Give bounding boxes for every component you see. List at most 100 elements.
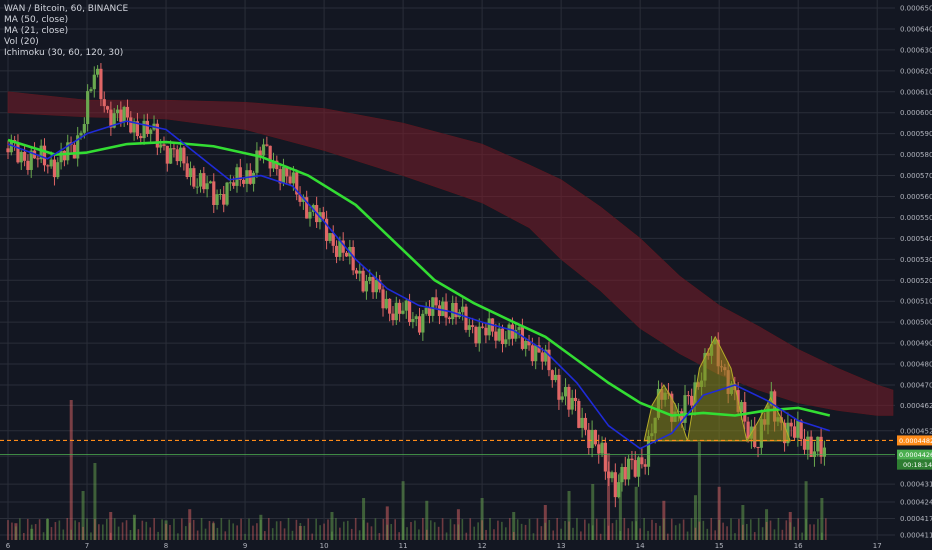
volume-bar (109, 512, 113, 540)
volume-bar (820, 498, 824, 540)
volume-bar (23, 532, 25, 540)
candle-body (371, 276, 375, 293)
volume-bar (283, 528, 286, 540)
candle-body (792, 426, 797, 438)
volume-bar (662, 500, 666, 540)
volume-bar (461, 519, 464, 540)
candle-body (99, 68, 103, 100)
volume-bar (706, 528, 709, 540)
volume-bar (552, 530, 555, 540)
candle-body (610, 472, 614, 479)
volume-bar (362, 498, 366, 540)
volume-bar (722, 522, 724, 540)
candle-body (593, 429, 598, 445)
candle-body (534, 345, 538, 362)
candle-body (388, 298, 392, 314)
legend-vol: Vol (20) (4, 37, 39, 47)
candle-body (222, 194, 226, 205)
volume-bar (532, 533, 535, 540)
candle-body (398, 302, 402, 314)
volume-bar (618, 472, 622, 540)
candle-body (16, 142, 20, 163)
volume-bar (619, 531, 622, 540)
candle-body (690, 395, 694, 406)
volume-bar (817, 519, 819, 540)
candle-body (424, 307, 428, 314)
candle-body (627, 458, 631, 480)
volume-bar (730, 518, 732, 540)
legend-ma21: MA (21, close) (4, 26, 69, 36)
volume-bar (663, 518, 665, 540)
volume-bar (414, 520, 416, 540)
volume-bar (264, 531, 266, 540)
candle-body (288, 176, 292, 184)
volume-bar (543, 505, 547, 540)
candle-body (354, 270, 359, 274)
candle-body (806, 436, 810, 450)
countdown-label: 00:18:14 (903, 461, 932, 469)
volume-bar (173, 518, 175, 540)
candle-body (378, 279, 382, 290)
candle-body (89, 89, 93, 92)
candle-body (228, 182, 232, 184)
volume-bar (177, 533, 179, 540)
candle-body (477, 326, 481, 344)
candle-body (427, 307, 432, 316)
candle-body (583, 417, 588, 430)
volume-bar (385, 506, 389, 540)
candle-body (139, 136, 143, 139)
candle-body (172, 148, 176, 150)
volume-bar (323, 523, 325, 540)
candle-body (22, 151, 27, 161)
volume-bar (145, 521, 148, 540)
volume-bar (70, 529, 73, 540)
candle-body (487, 318, 491, 336)
candle-body (232, 182, 236, 186)
volume-bar (805, 519, 807, 540)
volume-bar (643, 518, 645, 540)
volume-bar (129, 530, 132, 540)
candle-body (82, 124, 86, 133)
candle-body (374, 279, 378, 293)
candle-body (305, 197, 309, 219)
candle-body (431, 297, 435, 316)
volume-bar (46, 519, 50, 540)
candle-body (96, 68, 100, 75)
candle-body (680, 411, 684, 423)
volume-bar (714, 530, 717, 540)
volume-bar (125, 520, 128, 540)
volume-bar (164, 520, 168, 540)
volume-bar (678, 523, 681, 540)
volume-bar (200, 518, 203, 540)
volume-bar (825, 518, 827, 540)
volume-bar (485, 529, 487, 540)
volume-bar (804, 481, 808, 540)
volume-bar (161, 519, 163, 540)
volume-bar (627, 528, 630, 540)
candle-body (42, 145, 47, 166)
candle-body (434, 297, 438, 306)
candle-body (86, 91, 90, 125)
candle-body (527, 340, 531, 346)
volume-bar (50, 527, 53, 540)
volume-bar (339, 527, 341, 540)
candle-body (607, 471, 611, 479)
volume-bar (224, 531, 227, 540)
volume-bar (252, 525, 254, 540)
candle-body (66, 142, 70, 161)
volume-bar (109, 532, 112, 540)
volume-bar (410, 521, 412, 540)
volume-bar (591, 525, 594, 540)
volume-bar (540, 526, 543, 540)
ichimoku-cloud (7, 91, 894, 416)
volume-bar (299, 522, 302, 540)
volume-bar (690, 518, 693, 540)
volume-bar (584, 519, 586, 540)
